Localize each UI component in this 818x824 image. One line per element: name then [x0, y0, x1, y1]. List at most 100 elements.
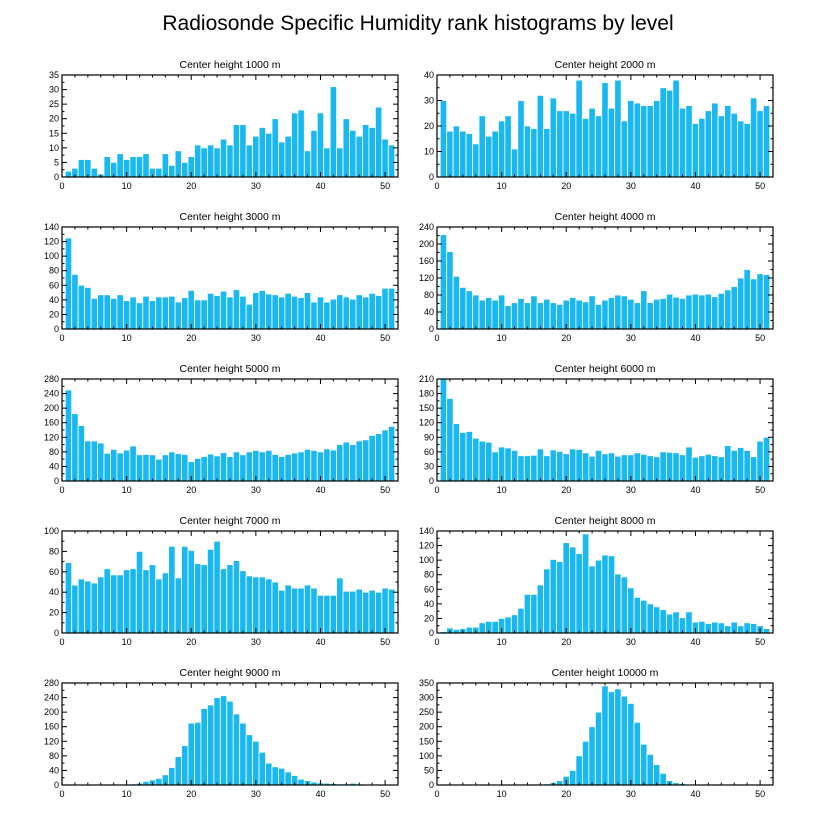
bar: [749, 97, 758, 178]
bar: [698, 117, 706, 178]
bar: [355, 294, 363, 330]
bar: [90, 167, 98, 178]
bar: [465, 290, 473, 330]
bar: [653, 456, 661, 482]
bar: [239, 295, 247, 330]
bar: [665, 613, 674, 634]
bar: [497, 120, 506, 178]
bar: [187, 722, 195, 786]
bar: [536, 95, 545, 178]
bar: [129, 568, 137, 634]
bar: [206, 548, 215, 634]
bar: [659, 451, 667, 482]
bar: [439, 234, 448, 330]
bar: [297, 451, 305, 482]
bar: [181, 297, 189, 330]
bar: [355, 588, 363, 634]
bar: [219, 138, 228, 178]
y-tick-label: 90: [424, 432, 434, 442]
x-tick-label: 50: [755, 789, 765, 799]
bar: [148, 454, 157, 482]
bar: [762, 628, 771, 634]
bar: [148, 300, 157, 330]
bar: [717, 115, 725, 178]
bar: [245, 575, 254, 634]
bar: [265, 578, 273, 634]
bar: [135, 551, 144, 634]
bar: [504, 115, 512, 178]
bar: [446, 130, 454, 178]
bar: [530, 454, 538, 482]
bar: [110, 297, 118, 330]
y-tick-label: 140: [44, 222, 59, 232]
bar: [310, 587, 318, 634]
bar: [148, 564, 157, 634]
bar: [284, 584, 292, 634]
bar: [485, 297, 493, 330]
bar: [349, 590, 357, 634]
bar: [181, 162, 189, 178]
bar: [226, 456, 234, 482]
y-tick-label: 20: [424, 121, 434, 131]
bar: [607, 297, 616, 330]
panel-title: Center height 7000 m: [180, 515, 281, 527]
bar: [232, 713, 241, 786]
y-tick-label: 100: [419, 751, 434, 761]
bar: [581, 117, 590, 178]
y-tick-label: 100: [419, 555, 434, 565]
bar: [258, 751, 266, 786]
bar: [452, 423, 461, 482]
bar: [678, 107, 687, 178]
bar: [614, 294, 622, 330]
bar: [711, 102, 719, 178]
bar: [685, 611, 693, 634]
bar: [549, 302, 557, 330]
bar: [478, 115, 486, 178]
bar: [569, 770, 577, 786]
bar: [374, 106, 383, 178]
bar: [633, 596, 641, 634]
bar: [336, 147, 344, 178]
panels: Center height 1000 m 0 10 20 30 40 50 0 5 10 15 20 2…: [44, 59, 774, 799]
x-tick-label: 0: [59, 333, 64, 343]
bar: [155, 167, 163, 178]
bar: [601, 453, 609, 482]
bar: [206, 292, 215, 330]
bar: [749, 278, 758, 330]
bar: [685, 105, 693, 178]
bar: [653, 298, 661, 330]
x-tick-label: 40: [690, 485, 700, 495]
bar: [265, 293, 273, 330]
bar: [103, 568, 111, 634]
y-tick-label: 40: [49, 461, 59, 471]
bar: [536, 302, 545, 330]
bar: [646, 455, 654, 482]
bar: [549, 559, 557, 634]
y-tick-label: 0: [429, 780, 434, 790]
bar: [678, 297, 687, 330]
bar: [620, 695, 629, 786]
bar: [575, 449, 583, 482]
histogram-panel: Center height 2000 m 0 10 20 30 40 50 0 10 20 30 40: [424, 59, 774, 191]
bar: [659, 297, 667, 330]
bar: [323, 594, 331, 634]
histogram-panel: Center height 3000 m 0 10 20 30 40 50 0 20 40 60 80…: [44, 211, 399, 343]
y-tick-label: 210: [419, 374, 434, 384]
y-tick-label: 25: [49, 99, 59, 109]
bar: [387, 425, 396, 482]
bar: [549, 449, 557, 482]
panel-title: Center height 1000 m: [180, 59, 281, 71]
y-tick-label: 5: [54, 157, 59, 167]
bar: [64, 237, 73, 330]
bar: [381, 587, 389, 634]
bar: [290, 112, 299, 178]
bar: [581, 301, 590, 330]
bar: [323, 448, 331, 482]
y-tick-label: 80: [424, 290, 434, 300]
x-tick-label: 0: [59, 181, 64, 191]
y-tick-label: 40: [424, 307, 434, 317]
histogram-panel: Center height 5000 m 0 10 20 30 40 50 0 40 80 120 1…: [44, 363, 399, 495]
bar: [155, 578, 163, 634]
bar: [252, 576, 260, 634]
x-tick-label: 50: [755, 485, 765, 495]
